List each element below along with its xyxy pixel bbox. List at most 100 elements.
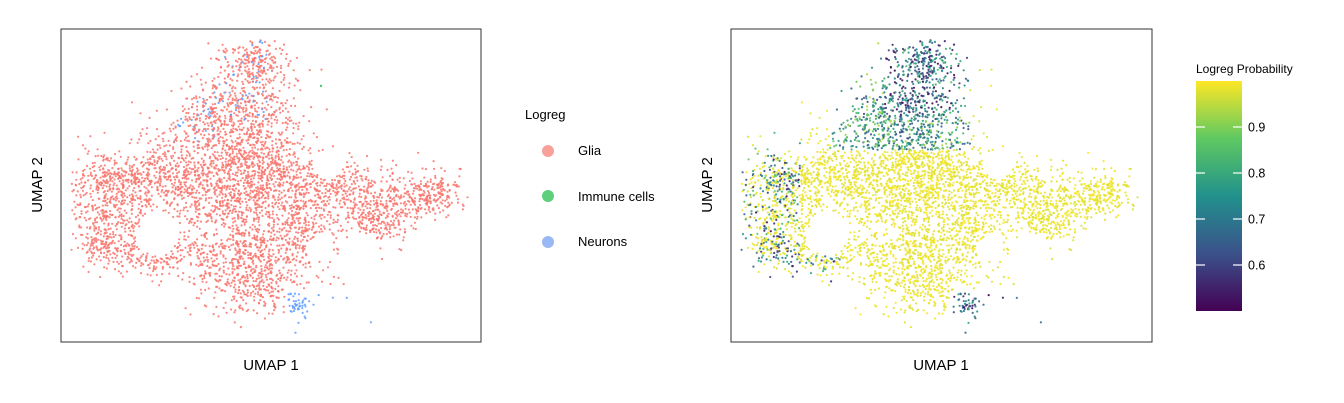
cell-point (320, 200, 323, 204)
cell-point (199, 183, 202, 186)
cell-point (127, 156, 130, 159)
cell-point (79, 196, 82, 199)
cell-point (244, 78, 247, 81)
cell-point (95, 216, 98, 219)
cell-point (133, 237, 136, 240)
cell-point (408, 179, 411, 183)
cell-point (219, 190, 222, 193)
cell-point (116, 197, 119, 200)
cell-point (261, 41, 264, 45)
cell-point (102, 199, 105, 203)
cell-point (291, 142, 294, 145)
cell-point (272, 170, 275, 173)
cell-point (423, 199, 426, 202)
cell-point (379, 203, 382, 206)
cell-point (285, 154, 288, 157)
cell-point (188, 186, 191, 189)
cell-point (233, 297, 236, 301)
cell-point (375, 224, 379, 227)
cell-point (310, 228, 313, 231)
cell-point (293, 185, 296, 188)
cell-point (233, 155, 236, 158)
cell-point (249, 226, 252, 229)
cell-point (260, 196, 263, 199)
cell-point (222, 166, 225, 169)
cell-point (261, 279, 264, 282)
cell-point (284, 251, 287, 254)
cell-point (226, 123, 230, 126)
cell-point (230, 165, 233, 168)
cell-point (250, 129, 253, 132)
cell-point (304, 262, 307, 265)
cell-point (346, 161, 349, 164)
cell-point (183, 181, 186, 184)
cell-point (135, 157, 138, 160)
cell-point (441, 178, 444, 181)
cell-point (107, 246, 111, 249)
cell-point (345, 184, 348, 187)
cell-point (260, 170, 264, 173)
cell-point (126, 242, 129, 245)
cell-point (252, 136, 255, 140)
cell-point (208, 250, 212, 253)
cell-point (215, 305, 218, 308)
cell-point (232, 127, 235, 130)
cell-point (213, 150, 216, 154)
cell-point (145, 257, 148, 260)
cell-point (102, 184, 105, 187)
cell-point (111, 195, 114, 198)
cell-point (91, 244, 94, 247)
cell-point (274, 57, 277, 60)
cell-point (188, 154, 191, 157)
cell-point (107, 257, 110, 260)
cell-point (324, 191, 327, 195)
cell-point (134, 175, 137, 178)
cell-point (246, 251, 250, 254)
cell-point (326, 266, 330, 269)
cell-point (180, 257, 183, 261)
cell-point (175, 139, 178, 142)
cell-point (173, 159, 176, 162)
cell-point (272, 195, 275, 198)
cell-point (272, 229, 275, 232)
cell-point (98, 213, 101, 216)
cell-point (335, 199, 338, 202)
cell-point (400, 249, 403, 252)
cell-point (144, 192, 147, 195)
cell-point (241, 155, 244, 158)
cell-point (255, 52, 258, 55)
cell-point (179, 209, 182, 212)
cell-point (188, 167, 191, 170)
cell-point (122, 175, 125, 178)
cell-point (234, 104, 237, 107)
cell-point (295, 173, 298, 176)
cell-point (420, 188, 423, 192)
cell-point (338, 182, 341, 185)
cell-point (245, 94, 248, 97)
cell-point (94, 155, 97, 158)
cell-point (207, 124, 210, 127)
cell-point (268, 292, 271, 295)
cell-point (242, 82, 245, 86)
cell-point (162, 171, 165, 174)
cell-point (242, 274, 245, 278)
cell-point (221, 161, 224, 164)
cell-point (119, 250, 123, 253)
cell-point-probability (901, 141, 904, 144)
cell-point (86, 152, 89, 155)
cell-point (71, 233, 75, 236)
cell-point (270, 106, 273, 109)
cell-point (204, 127, 207, 131)
cell-point (172, 127, 175, 130)
cell-point (245, 139, 248, 142)
cell-point (239, 163, 242, 166)
cell-point (239, 123, 242, 126)
cell-point (270, 56, 273, 59)
cell-point (265, 276, 268, 279)
cell-point (427, 205, 430, 208)
cell-point (204, 117, 207, 120)
cell-point (224, 56, 227, 59)
cell-point (286, 126, 289, 129)
cell-point (231, 224, 234, 227)
cell-point (315, 274, 318, 277)
